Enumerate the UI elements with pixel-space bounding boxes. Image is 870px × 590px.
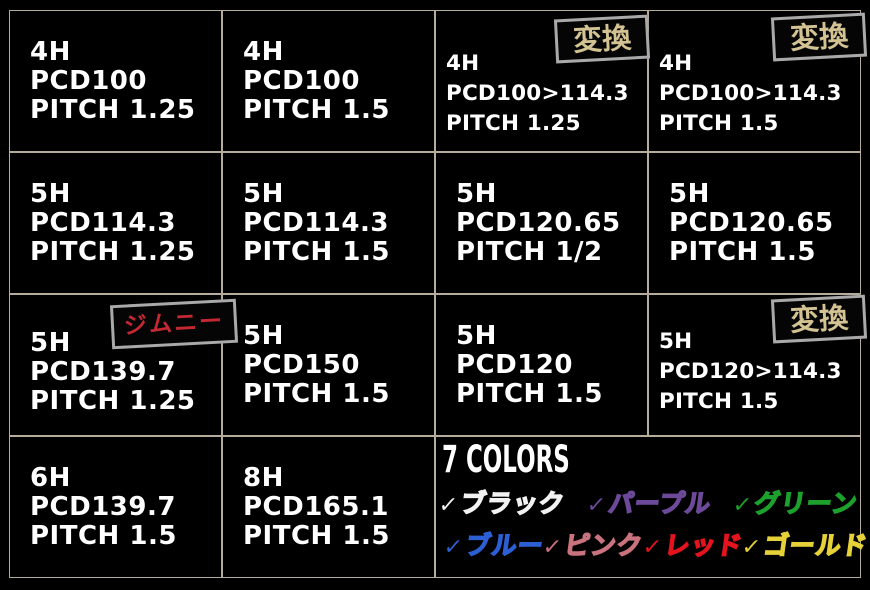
pcd-label: PCD120.65 xyxy=(669,207,834,238)
color-option-pink: ✓ピンク xyxy=(541,530,646,563)
pitch-label: PITCH 1.5 xyxy=(456,378,603,409)
pcd-label: PCD114.3 xyxy=(30,207,176,238)
color-option-green: ✓グリーン xyxy=(730,488,860,521)
color-label: ブルー xyxy=(463,530,547,561)
pcd-label: PCD139.7 xyxy=(30,491,176,522)
pcd-label: PCD114.3 xyxy=(243,207,389,238)
spec-cell-4h-pcd100-15: 4H PCD100 PITCH 1.5 xyxy=(222,10,435,152)
holes-label: 5H xyxy=(30,327,71,358)
spec-table: 4H PCD100 PITCH 1.25 4H PCD100 PITCH 1.5… xyxy=(9,10,870,578)
color-row-top: ✓ブラック ✓パープル ✓グリーン xyxy=(437,488,859,521)
holes-label: 5H xyxy=(30,178,71,209)
check-icon: ✓ xyxy=(541,535,564,560)
color-row-bottom: ✓ブルー ✓ピンク ✓レッド ✓ゴールド xyxy=(442,530,870,563)
holes-label: 4H xyxy=(446,51,480,76)
holes-label: 5H xyxy=(659,329,693,354)
color-option-gold: ✓ゴールド xyxy=(740,530,870,563)
spec-cell-8h-pcd1651-15: 8H PCD165.1 PITCH 1.5 xyxy=(222,436,435,578)
holes-label: 5H xyxy=(243,178,284,209)
holes-label: 5H xyxy=(243,320,284,351)
color-options-panel: 7 COLORS ✓ブラック ✓パープル ✓グリーン ✓ブルー ✓ピンク xyxy=(435,436,870,578)
color-label: ピンク xyxy=(562,530,646,561)
pitch-label: PITCH 1.5 xyxy=(243,94,390,125)
color-label: レッド xyxy=(662,530,746,561)
pitch-label: PITCH 1.5 xyxy=(243,236,390,267)
check-icon: ✓ xyxy=(740,535,763,560)
pitch-label: PITCH 1.5 xyxy=(243,378,390,409)
pcd-label: PCD150 xyxy=(243,349,360,380)
holes-label: 4H xyxy=(243,36,284,67)
pitch-label: PITCH 1.25 xyxy=(30,385,196,416)
color-option-purple: ✓パープル xyxy=(584,488,714,521)
holes-label: 4H xyxy=(30,36,71,67)
henkan-badge: 変換 xyxy=(770,12,868,62)
henkan-badge: 変換 xyxy=(553,14,651,64)
color-option-blue: ✓ブルー xyxy=(442,530,547,563)
pitch-label: PITCH 1.5 xyxy=(30,520,177,551)
check-icon: ✓ xyxy=(584,493,607,518)
pcd-label: PCD139.7 xyxy=(30,356,176,387)
color-label: ゴールド xyxy=(761,530,870,561)
pitch-label: PITCH 1.25 xyxy=(30,236,196,267)
pcd-label: PCD100>114.3 xyxy=(659,81,842,106)
pcd-label: PCD120 xyxy=(456,349,573,380)
spec-cell-4h-pcd100-1143-15: 変換 4H PCD100>114.3 PITCH 1.5 xyxy=(648,10,868,152)
holes-label: 8H xyxy=(243,462,284,493)
holes-label: 5H xyxy=(456,178,497,209)
pcd-label: PCD100 xyxy=(30,65,147,96)
pitch-label: PITCH 1.5 xyxy=(243,520,390,551)
spec-cell-6h-pcd1397-15: 6H PCD139.7 PITCH 1.5 xyxy=(9,436,222,578)
pcd-label: PCD120.65 xyxy=(456,207,621,238)
jimny-badge: ジムニー xyxy=(109,298,239,350)
spec-cell-5h-pcd1397-125: ジムニー 5H PCD139.7 PITCH 1.25 xyxy=(9,294,239,436)
check-icon: ✓ xyxy=(437,493,460,518)
holes-label: 5H xyxy=(456,320,497,351)
color-label: グリーン xyxy=(751,488,860,519)
spec-cell-5h-pcd150-15: 5H PCD150 PITCH 1.5 xyxy=(222,294,435,436)
pitch-label: PITCH 1.5 xyxy=(659,111,779,136)
colors-title: 7 COLORS xyxy=(442,438,570,481)
pitch-label: PITCH 1.5 xyxy=(659,389,779,414)
spec-cell-4h-pcd100-1143-125: 変換 4H PCD100>114.3 PITCH 1.25 xyxy=(435,10,651,152)
pitch-label: PITCH 1.25 xyxy=(30,94,196,125)
pitch-label: PITCH 1/2 xyxy=(456,236,603,267)
spec-cell-5h-pcd1143-15: 5H PCD114.3 PITCH 1.5 xyxy=(222,152,435,294)
check-icon: ✓ xyxy=(730,493,753,518)
pitch-label: PITCH 1.5 xyxy=(669,236,816,267)
check-icon: ✓ xyxy=(442,535,465,560)
pcd-label: PCD165.1 xyxy=(243,491,389,522)
color-option-red: ✓レッド xyxy=(641,530,746,563)
color-option-black: ✓ブラック xyxy=(437,488,568,521)
pcd-label: PCD120>114.3 xyxy=(659,359,842,384)
holes-label: 6H xyxy=(30,462,71,493)
pcd-label: PCD100 xyxy=(243,65,360,96)
spec-cell-5h-pcd120-1143-15: 変換 5H PCD120>114.3 PITCH 1.5 xyxy=(648,294,868,436)
henkan-badge: 変換 xyxy=(770,294,868,344)
spec-cell-5h-pcd120-15: 5H PCD120 PITCH 1.5 xyxy=(435,294,648,436)
spec-cell-4h-pcd100-125: 4H PCD100 PITCH 1.25 xyxy=(9,10,222,152)
spec-cell-5h-pcd1143-125: 5H PCD114.3 PITCH 1.25 xyxy=(9,152,222,294)
holes-label: 5H xyxy=(669,178,710,209)
holes-label: 4H xyxy=(659,51,693,76)
pitch-label: PITCH 1.25 xyxy=(446,111,581,136)
check-icon: ✓ xyxy=(641,535,664,560)
pcd-label: PCD100>114.3 xyxy=(446,81,629,106)
spec-cell-5h-pcd12065-12: 5H PCD120.65 PITCH 1/2 xyxy=(435,152,648,294)
color-label: パープル xyxy=(605,488,713,519)
color-label: ブラック xyxy=(458,488,568,519)
spec-cell-5h-pcd12065-15: 5H PCD120.65 PITCH 1.5 xyxy=(648,152,861,294)
